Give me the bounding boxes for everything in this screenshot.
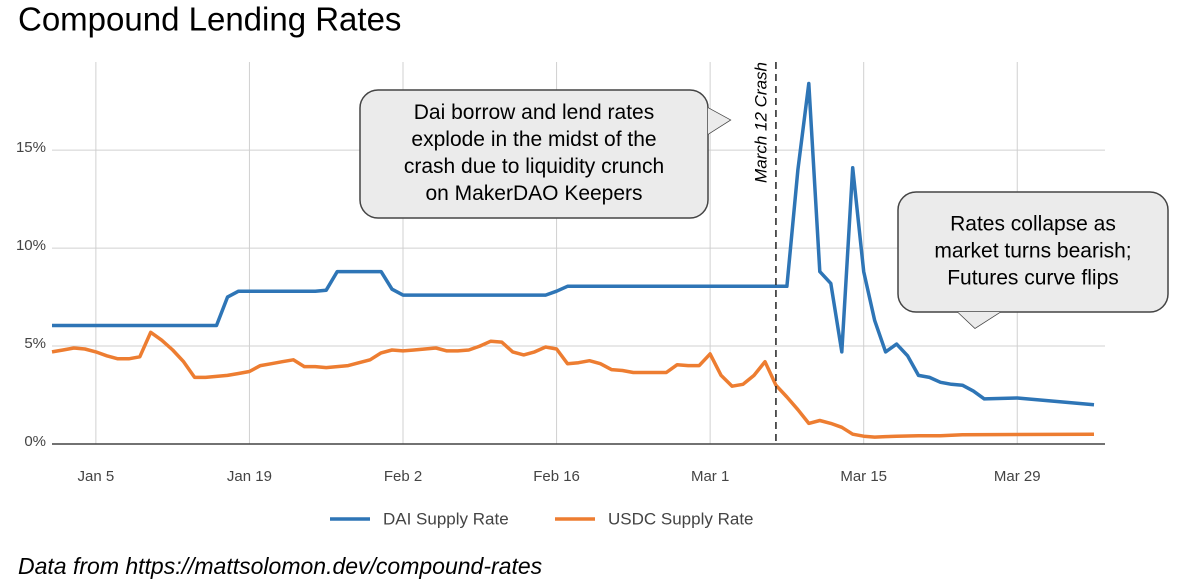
event-label: March 12 Crash bbox=[751, 62, 770, 183]
x-tick-label: Feb 16 bbox=[533, 468, 580, 485]
series-line bbox=[51, 330, 1095, 439]
legend-label: DAI Supply Rate bbox=[383, 509, 509, 528]
callout-box bbox=[359, 89, 709, 219]
y-tick-label: 15% bbox=[16, 139, 46, 156]
x-tick-label: Mar 15 bbox=[840, 468, 887, 485]
callout-text: explode in the midst of the bbox=[411, 128, 656, 151]
callout-text: Rates collapse as bbox=[950, 213, 1116, 236]
callout-text: Dai borrow and lend rates bbox=[414, 101, 654, 124]
caption: Data from https://mattsolomon.dev/compou… bbox=[18, 553, 543, 579]
callout-text: on MakerDAO Keepers bbox=[425, 182, 642, 205]
x-tick-label: Feb 2 bbox=[384, 468, 422, 485]
series-line bbox=[52, 81, 1095, 407]
callout-text: Futures curve flips bbox=[947, 267, 1119, 290]
x-tick-label: Jan 19 bbox=[227, 468, 272, 485]
callout-pointer-cover bbox=[958, 312, 1000, 328]
y-tick-label: 5% bbox=[24, 335, 46, 352]
legend-label: USDC Supply Rate bbox=[608, 509, 754, 528]
y-tick-label: 10% bbox=[16, 237, 46, 254]
callout-box bbox=[897, 191, 1169, 313]
x-tick-label: Mar 29 bbox=[994, 468, 1041, 485]
x-tick-label: Mar 1 bbox=[691, 468, 729, 485]
y-tick-label: 0% bbox=[24, 433, 46, 450]
callout-text: market turns bearish; bbox=[934, 240, 1131, 263]
callout-pointer-cover bbox=[708, 108, 730, 134]
callout-text: crash due to liquidity crunch bbox=[404, 155, 664, 178]
chart-title: Compound Lending Rates bbox=[18, 1, 401, 38]
x-tick-label: Jan 5 bbox=[78, 468, 115, 485]
